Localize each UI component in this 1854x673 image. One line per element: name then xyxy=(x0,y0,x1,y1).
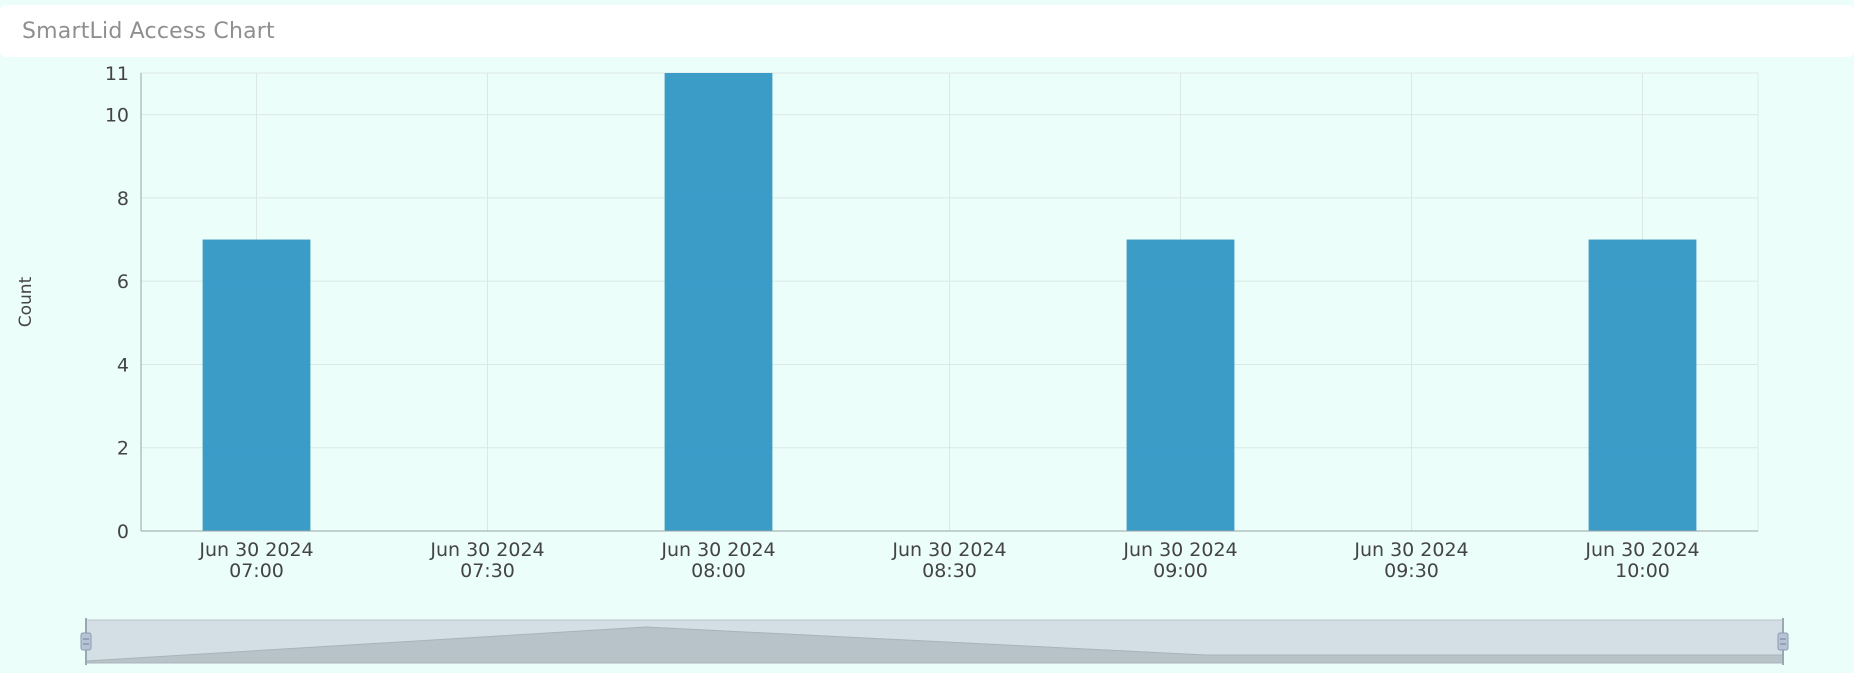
zoom-right-handle[interactable] xyxy=(1777,632,1789,651)
y-tick-label: 2 xyxy=(117,438,129,460)
x-tick-date: Jun 30 2024 xyxy=(891,539,1006,561)
x-tick-date: Jun 30 2024 xyxy=(1122,539,1237,561)
bar[interactable] xyxy=(1126,239,1235,531)
chart-title: SmartLid Access Chart xyxy=(22,18,275,44)
x-tick-date: Jun 30 2024 xyxy=(1584,539,1699,561)
bar-series xyxy=(202,73,1697,531)
grid-lines xyxy=(140,72,1759,532)
y-tick-label: 11 xyxy=(105,63,129,85)
bar[interactable] xyxy=(664,73,773,531)
zoom-left-handle[interactable] xyxy=(80,632,92,651)
y-tick-label: 10 xyxy=(105,105,129,127)
y-tick-label: 0 xyxy=(117,521,129,543)
x-tick-date: Jun 30 2024 xyxy=(660,539,775,561)
x-tick-date: Jun 30 2024 xyxy=(429,539,544,561)
y-axis-title: Count xyxy=(16,276,36,327)
x-tick-date: Jun 30 2024 xyxy=(1353,539,1468,561)
x-tick-time: 08:00 xyxy=(691,560,746,582)
x-tick-time: 08:30 xyxy=(922,560,977,582)
x-tick-date: Jun 30 2024 xyxy=(198,539,313,561)
zoom-slider[interactable] xyxy=(80,618,1789,665)
bar[interactable] xyxy=(1588,239,1697,531)
x-tick-time: 07:30 xyxy=(460,560,515,582)
y-tick-label: 4 xyxy=(117,354,129,376)
y-tick-label: 8 xyxy=(117,188,129,210)
y-tick-label: 6 xyxy=(117,271,129,293)
x-tick-time: 10:00 xyxy=(1615,560,1670,582)
x-tick-time: 07:00 xyxy=(229,560,284,582)
x-tick-time: 09:00 xyxy=(1153,560,1208,582)
bar[interactable] xyxy=(202,239,311,531)
chart-header: SmartLid Access Chart xyxy=(0,5,1854,57)
x-tick-time: 09:30 xyxy=(1384,560,1439,582)
